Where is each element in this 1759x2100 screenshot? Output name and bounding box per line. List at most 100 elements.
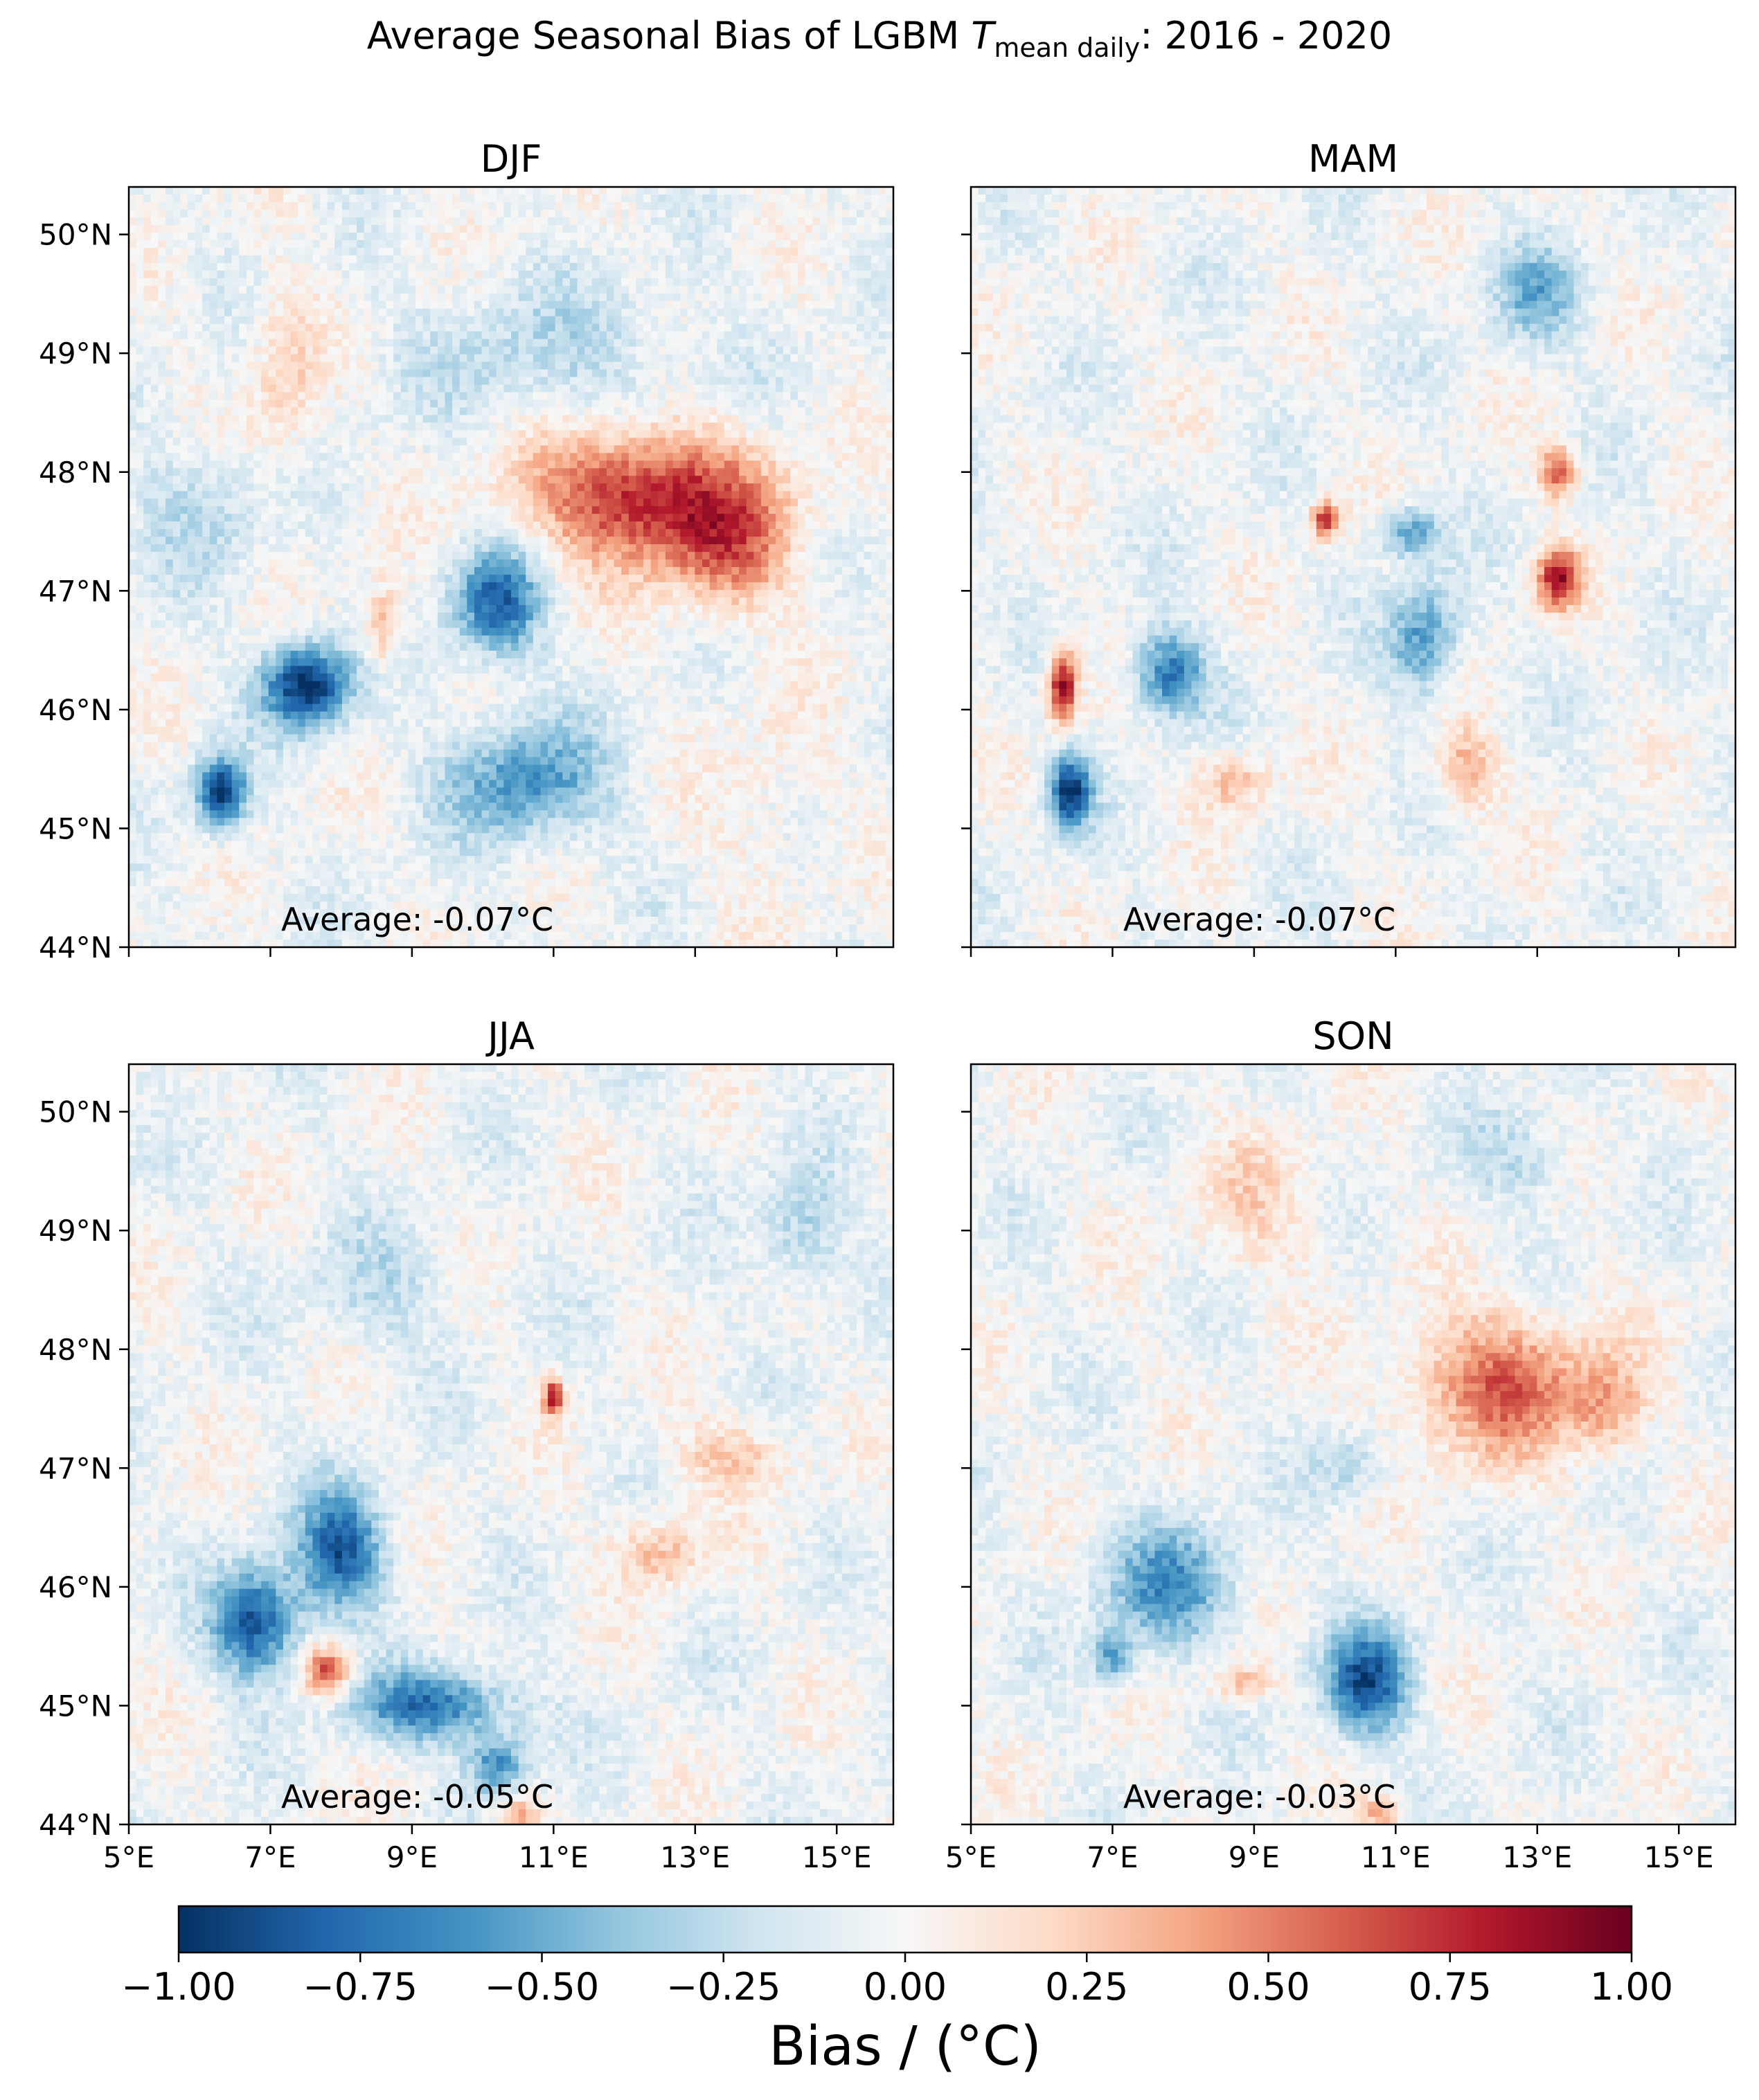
- heatmap-cell: [246, 521, 255, 530]
- heatmap-cell: [702, 255, 711, 264]
- heatmap-cell: [783, 201, 791, 210]
- heatmap-cell: [503, 529, 512, 537]
- heatmap-cell: [224, 262, 233, 271]
- heatmap-cell: [202, 369, 211, 378]
- heatmap-cell: [224, 369, 233, 378]
- heatmap-cell: [834, 422, 843, 431]
- heatmap-cell: [357, 506, 365, 514]
- heatmap-cell: [136, 483, 144, 492]
- heatmap-cell: [150, 346, 159, 355]
- heatmap-cell: [129, 453, 137, 461]
- heatmap-cell: [790, 339, 798, 348]
- heatmap-cell: [224, 476, 233, 484]
- heatmap-cell: [437, 354, 446, 363]
- heatmap-cell: [503, 544, 512, 553]
- heatmap-cell: [158, 483, 166, 492]
- heatmap-cell: [717, 460, 725, 469]
- heatmap-cell: [672, 400, 681, 409]
- heatmap-cell: [805, 384, 813, 393]
- heatmap-cell: [526, 187, 534, 195]
- heatmap-cell: [511, 468, 519, 476]
- heatmap-cell: [459, 240, 467, 249]
- heatmap-cell: [776, 392, 784, 401]
- heatmap-cell: [327, 209, 335, 218]
- heatmap-cell: [672, 483, 681, 492]
- heatmap-cell: [445, 499, 453, 507]
- heatmap-cell: [878, 407, 886, 415]
- heatmap-cell: [393, 217, 402, 226]
- heatmap-cell: [746, 201, 754, 210]
- heatmap-cell: [481, 499, 490, 507]
- heatmap-cell: [503, 499, 512, 507]
- heatmap-cell: [136, 514, 144, 522]
- heatmap-cell: [180, 232, 188, 241]
- heatmap-cell: [577, 247, 585, 256]
- heatmap-cell: [437, 506, 446, 514]
- heatmap-cell: [658, 285, 666, 294]
- heatmap-cell: [533, 407, 542, 415]
- heatmap-cell: [621, 201, 630, 210]
- heatmap-cell: [548, 323, 556, 332]
- heatmap-cell: [702, 194, 711, 203]
- heatmap-cell: [731, 247, 740, 256]
- heatmap-cell: [445, 529, 453, 537]
- heatmap-cell: [856, 460, 865, 469]
- heatmap-cell: [533, 194, 542, 203]
- heatmap-cell: [819, 323, 828, 332]
- heatmap-cell: [864, 529, 872, 537]
- heatmap-cell: [246, 187, 255, 195]
- heatmap-cell: [357, 247, 365, 256]
- heatmap-cell: [452, 194, 461, 203]
- heatmap-cell: [827, 300, 835, 309]
- heatmap-cell: [496, 278, 504, 287]
- heatmap-cell: [518, 247, 526, 256]
- heatmap-cell: [408, 438, 416, 446]
- heatmap-cell: [614, 400, 622, 409]
- heatmap-cell: [187, 293, 196, 302]
- heatmap-cell: [283, 194, 292, 203]
- heatmap-cell: [819, 445, 828, 454]
- heatmap-cell: [841, 453, 850, 461]
- heatmap-cell: [202, 422, 211, 431]
- heatmap-cell: [878, 346, 886, 355]
- heatmap-cell: [422, 506, 431, 514]
- heatmap-cell: [584, 407, 593, 415]
- heatmap-cell: [709, 278, 717, 287]
- heatmap-cell: [341, 430, 350, 438]
- heatmap-cell: [760, 521, 769, 530]
- heatmap-cell: [856, 232, 865, 241]
- heatmap-cell: [371, 422, 380, 431]
- heatmap-cell: [334, 407, 343, 415]
- heatmap-cell: [489, 262, 497, 271]
- heatmap-cell: [393, 293, 402, 302]
- heatmap-cell: [584, 255, 593, 264]
- heatmap-cell: [584, 323, 593, 332]
- heatmap-cell: [864, 278, 872, 287]
- heatmap-cell: [400, 453, 409, 461]
- heatmap-cell: [548, 445, 556, 454]
- heatmap-cell: [364, 521, 372, 530]
- heatmap-cell: [548, 255, 556, 264]
- heatmap-cell: [650, 476, 659, 484]
- heatmap-cell: [305, 521, 313, 530]
- heatmap-cell: [584, 209, 593, 218]
- heatmap-cell: [555, 262, 563, 271]
- heatmap-cell: [607, 293, 615, 302]
- heatmap-cell: [349, 460, 357, 469]
- heatmap-cell: [437, 308, 446, 317]
- heatmap-cell: [261, 201, 269, 210]
- heatmap-cell: [445, 187, 453, 195]
- heatmap-cell: [400, 506, 409, 514]
- heatmap-cell: [180, 293, 188, 302]
- heatmap-cell: [526, 270, 534, 279]
- heatmap-cell: [195, 308, 203, 317]
- heatmap-cell: [577, 323, 585, 332]
- heatmap-cell: [540, 331, 548, 340]
- heatmap-cell: [320, 453, 328, 461]
- heatmap-cell: [378, 293, 387, 302]
- heatmap-cell: [878, 247, 886, 256]
- heatmap-cell: [760, 308, 769, 317]
- heatmap-cell: [312, 331, 321, 340]
- heatmap-cell: [408, 445, 416, 454]
